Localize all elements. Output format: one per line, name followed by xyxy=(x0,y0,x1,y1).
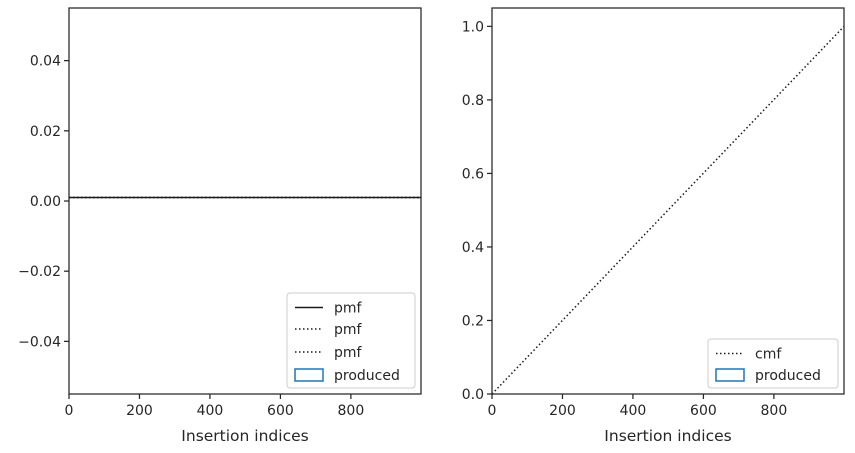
x-tick-label: 0 xyxy=(488,403,497,419)
y-tick-label: 0.4 xyxy=(462,240,484,256)
x-axis-label: Insertion indices xyxy=(181,427,308,445)
legend-swatch-produced xyxy=(715,368,745,382)
x-tick-label: 200 xyxy=(549,403,576,419)
y-tick-label: 0.04 xyxy=(30,54,61,70)
y-tick-label: −0.04 xyxy=(18,334,61,350)
y-tick-label: 0.02 xyxy=(30,124,61,140)
left-chart-panel: 0 200 400 600 800 −0.04 −0.02 0.00 0.02 0.04 Inser… xyxy=(18,7,422,445)
legend-entry-pmf: pmf xyxy=(334,322,363,338)
legend-entry-cmf: cmf xyxy=(755,347,782,363)
x-tick-label: 400 xyxy=(620,403,647,419)
y-tick-label: 0.6 xyxy=(462,166,484,182)
x-axis-label: Insertion indices xyxy=(604,427,731,445)
legend-entry-produced: produced xyxy=(334,368,400,384)
y-tick-label: −0.02 xyxy=(18,264,61,280)
x-tick-label: 600 xyxy=(267,403,294,419)
legend-swatch-produced xyxy=(294,368,324,382)
y-tick-label: 0.2 xyxy=(462,313,484,329)
plot-frame xyxy=(491,7,845,395)
x-tick-label: 200 xyxy=(126,403,153,419)
y-tick-label: 0.00 xyxy=(30,194,61,210)
x-tick-label: 800 xyxy=(338,403,365,419)
legend-entry-pmf: pmf xyxy=(334,345,363,361)
series-line-cmf-0 xyxy=(492,25,844,394)
legend-entry-pmf: pmf xyxy=(334,301,363,317)
right-chart-panel: 0 200 400 600 800 0.0 0.2 0.4 0.6 0.8 1.0 Insertion… xyxy=(462,7,845,445)
y-tick-label: 1.0 xyxy=(462,19,484,35)
x-tick-label: 800 xyxy=(761,403,788,419)
legend-box xyxy=(707,338,839,389)
x-tick-label: 0 xyxy=(65,403,74,419)
y-tick-label: 0.0 xyxy=(462,387,484,403)
x-tick-label: 400 xyxy=(197,403,224,419)
legend-entry-produced: produced xyxy=(755,368,821,384)
y-tick-label: 0.8 xyxy=(462,93,484,109)
x-tick-label: 600 xyxy=(690,403,717,419)
legend-box xyxy=(286,292,416,389)
